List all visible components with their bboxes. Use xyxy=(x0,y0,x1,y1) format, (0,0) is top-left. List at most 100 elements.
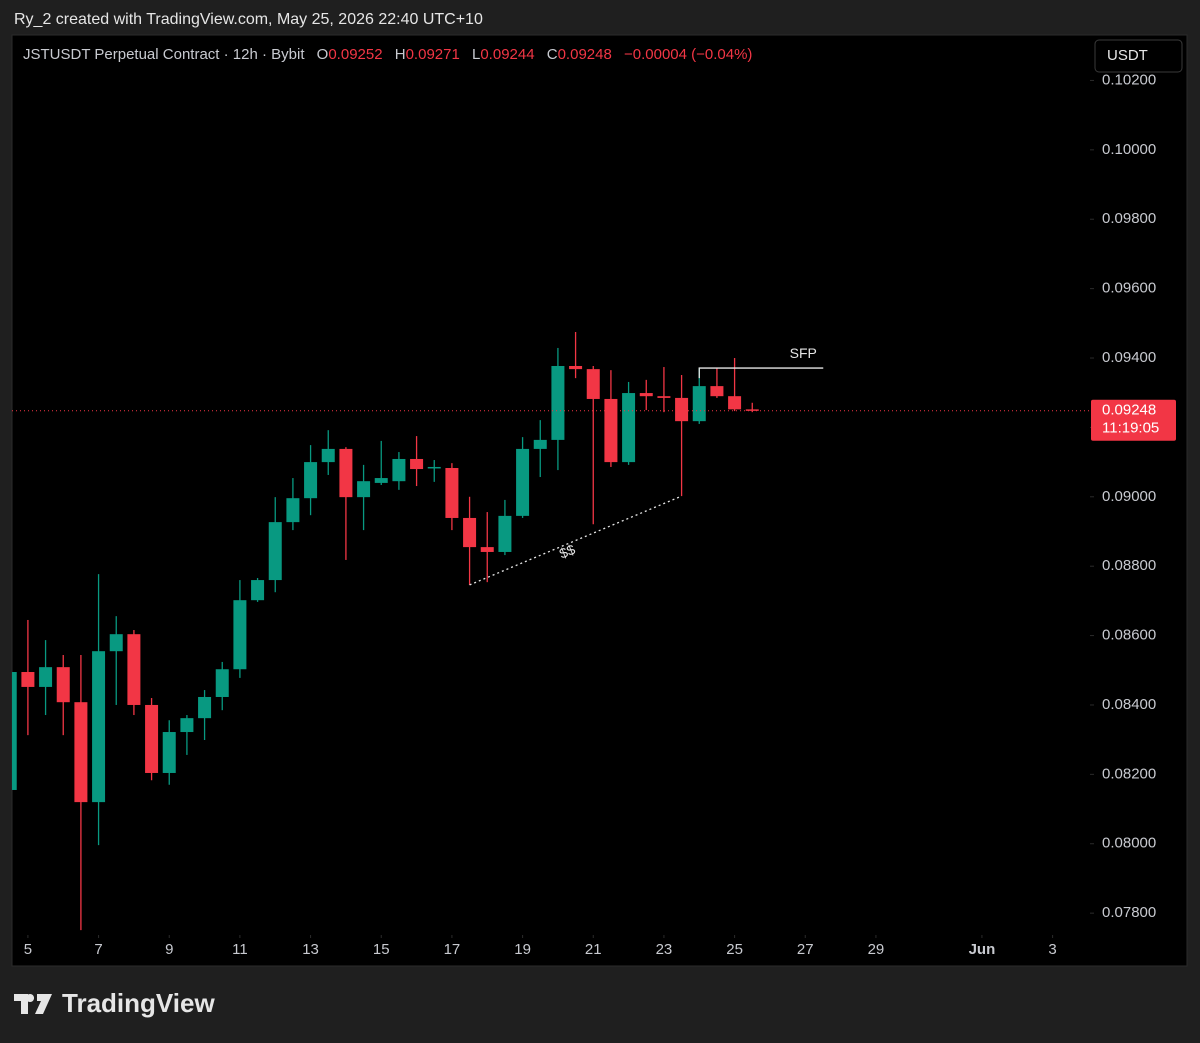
candle-body xyxy=(569,365,583,370)
x-tick-label: Jun xyxy=(969,941,996,958)
candle-body xyxy=(74,702,88,803)
y-tick-label: 0.09400 xyxy=(1102,349,1156,366)
candle-body xyxy=(12,672,17,790)
candle-body xyxy=(657,396,671,398)
candle-body xyxy=(286,498,300,523)
ohlc-label: O xyxy=(317,46,329,63)
candle-body xyxy=(321,448,335,463)
candle-body xyxy=(109,634,123,652)
y-tick-label: 0.08600 xyxy=(1102,627,1156,644)
y-tick-label: 0.08400 xyxy=(1102,696,1156,713)
candle-body xyxy=(410,458,424,470)
candle-body xyxy=(427,466,441,469)
high-value: 0.09271 xyxy=(406,46,460,63)
candle-body xyxy=(622,393,636,463)
candle-body xyxy=(675,397,689,422)
y-tick-label: 0.09800 xyxy=(1102,210,1156,227)
candle-body xyxy=(180,718,194,733)
candle-body xyxy=(692,386,706,422)
candle-body xyxy=(233,600,247,670)
legend-line: JSTUSDT Perpetual Contract · 12h · Bybit… xyxy=(23,46,752,63)
candle-body xyxy=(268,522,282,581)
candle-body xyxy=(357,481,371,498)
x-tick-label: 7 xyxy=(94,941,102,958)
candle-body xyxy=(374,478,388,483)
footer-logo: TradingView xyxy=(14,988,215,1018)
x-tick-label: 27 xyxy=(797,941,814,958)
candle-body xyxy=(215,669,229,697)
x-tick-label: 13 xyxy=(302,941,319,958)
open-value: 0.09252 xyxy=(328,46,382,63)
ohlc-label: C xyxy=(547,46,558,63)
y-tick-label: 0.08200 xyxy=(1102,765,1156,782)
axes: 0.07800 0.08000 0.08200 0.08400 0.08600 0.088… xyxy=(24,71,1176,958)
liquidity-trendline xyxy=(469,495,682,586)
x-tick-label: 25 xyxy=(726,941,743,958)
candle-body xyxy=(251,580,265,601)
y-tick-label: 0.10200 xyxy=(1102,71,1156,88)
candle-body xyxy=(21,672,35,687)
y-tick-label: 0.07800 xyxy=(1102,904,1156,921)
candle-body xyxy=(710,386,724,397)
x-tick-label: 21 xyxy=(585,941,602,958)
x-tick-label: 17 xyxy=(444,941,461,958)
chart-panel xyxy=(11,34,1188,967)
candle-body xyxy=(339,448,353,498)
candle-body xyxy=(745,409,759,411)
y-tick-label: 0.08800 xyxy=(1102,557,1156,574)
candle-body xyxy=(127,634,141,705)
y-tick-label: 0.09000 xyxy=(1102,488,1156,505)
candle-body xyxy=(728,396,742,410)
candle-body xyxy=(480,547,494,552)
ohlc-label: H xyxy=(395,46,406,63)
candle-body xyxy=(586,369,600,399)
price-label: 0.09248 xyxy=(1102,402,1156,419)
annotation: SFP xyxy=(790,345,817,361)
candle-body xyxy=(516,448,530,516)
x-tick-label: 9 xyxy=(165,941,173,958)
candle-body xyxy=(145,704,159,773)
ohlc-label: L xyxy=(472,46,480,63)
plot-area: SFP $$ xyxy=(12,331,1090,931)
y-tick-label: 0.09600 xyxy=(1102,280,1156,297)
candle-body xyxy=(639,393,653,397)
candle-body xyxy=(551,365,565,440)
candle-body xyxy=(162,732,176,773)
close-value: 0.09248 xyxy=(558,46,612,63)
symbol-title: JSTUSDT Perpetual Contract · 12h · Bybit xyxy=(23,46,305,63)
currency-button[interactable]: USDT xyxy=(1094,39,1183,73)
candle-body xyxy=(56,667,70,703)
price-label-box xyxy=(1091,399,1176,441)
low-value: 0.09244 xyxy=(480,46,534,63)
logo-mark xyxy=(14,994,52,1014)
candle-body xyxy=(498,515,512,552)
annotation: $$ xyxy=(557,541,578,562)
candle-body xyxy=(463,517,477,548)
change: −0.00004 (−0.04%) xyxy=(624,46,752,63)
candle-body xyxy=(392,458,406,482)
y-tick-label: 0.10000 xyxy=(1102,141,1156,158)
candle-body xyxy=(604,398,618,463)
x-tick-label: 11 xyxy=(232,941,248,958)
attribution: Ry_2 created with TradingView.com, May 2… xyxy=(14,11,483,28)
candle-body xyxy=(445,467,459,518)
candle-body xyxy=(533,439,547,449)
y-tick-label: 0.08000 xyxy=(1102,835,1156,852)
currency-button-label[interactable]: USDT xyxy=(1107,47,1148,64)
countdown: 11:19:05 xyxy=(1102,420,1159,437)
x-tick-label: 23 xyxy=(656,941,673,958)
x-tick-label: 15 xyxy=(373,941,390,958)
currency-button-box[interactable] xyxy=(1094,39,1183,73)
candle-body xyxy=(198,696,212,719)
x-tick-label: 5 xyxy=(24,941,32,958)
x-tick-label: 3 xyxy=(1048,941,1056,958)
sfp-line xyxy=(698,367,824,379)
x-tick-label: 19 xyxy=(514,941,531,958)
x-tick-label: 29 xyxy=(868,941,885,958)
candle-body xyxy=(92,651,106,803)
candle-body xyxy=(304,462,318,499)
brand: TradingView xyxy=(62,988,215,1018)
candle-body xyxy=(39,667,53,687)
